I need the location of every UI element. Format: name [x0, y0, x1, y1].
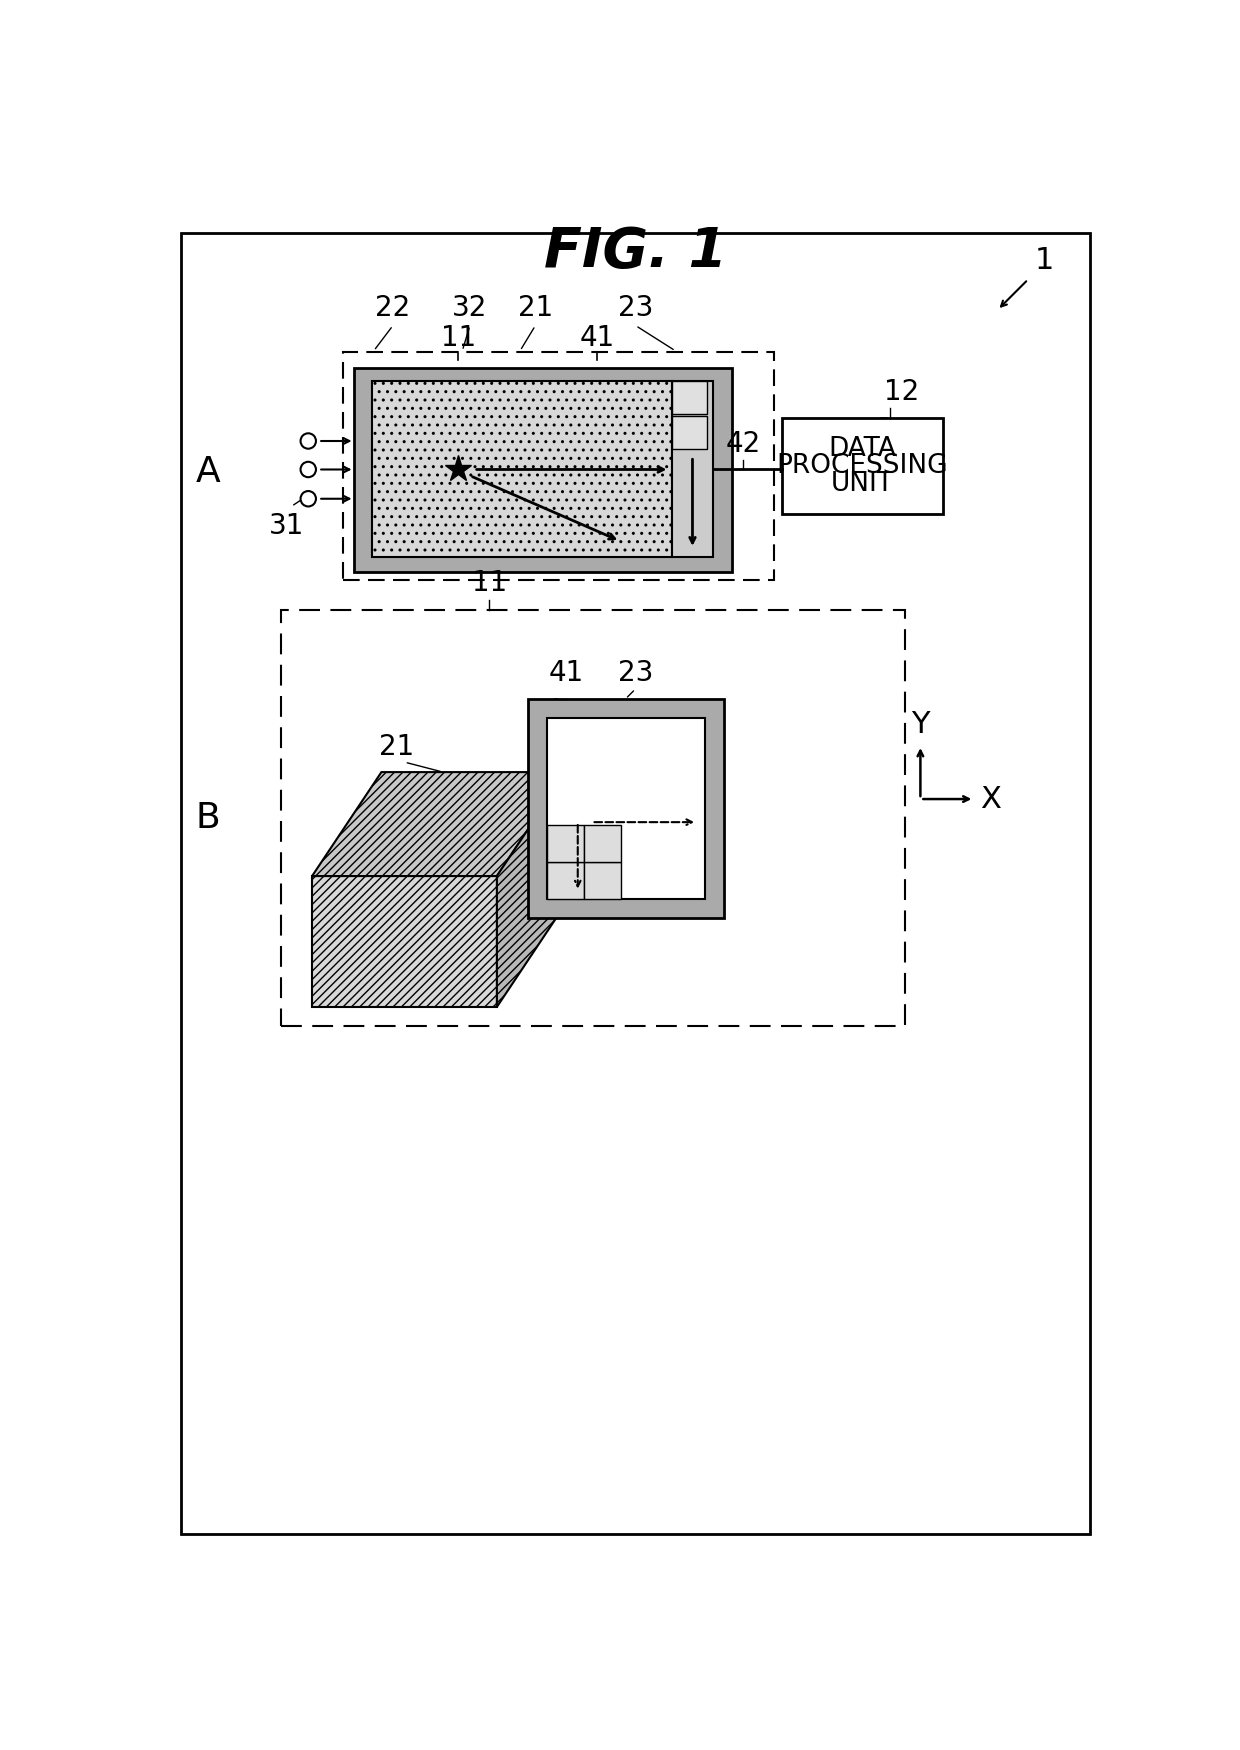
- Bar: [584, 863, 621, 900]
- Text: FIG. 1: FIG. 1: [544, 226, 727, 280]
- Text: B: B: [196, 802, 221, 835]
- Text: 11: 11: [440, 324, 476, 352]
- Text: UNIT: UNIT: [831, 471, 894, 497]
- Bar: [547, 718, 704, 900]
- Text: X: X: [981, 784, 1002, 814]
- Bar: [672, 415, 707, 448]
- Polygon shape: [497, 772, 567, 1006]
- Text: 41: 41: [548, 660, 584, 688]
- Polygon shape: [312, 772, 567, 877]
- Bar: [547, 863, 584, 900]
- Text: 23: 23: [618, 294, 653, 322]
- Bar: [343, 352, 774, 579]
- Text: Y: Y: [911, 710, 930, 738]
- Bar: [281, 611, 905, 1026]
- Text: A: A: [196, 455, 221, 488]
- Bar: [781, 418, 944, 514]
- Text: 11: 11: [471, 569, 507, 597]
- Text: 32: 32: [453, 294, 487, 322]
- Bar: [355, 368, 732, 572]
- Text: 1: 1: [1034, 247, 1054, 275]
- Bar: [584, 826, 621, 863]
- Bar: [528, 698, 724, 919]
- Text: 12: 12: [884, 378, 919, 406]
- Bar: [672, 382, 707, 415]
- Bar: [372, 382, 672, 556]
- Text: 21: 21: [518, 294, 553, 322]
- Text: 21: 21: [379, 733, 414, 761]
- Polygon shape: [312, 877, 497, 1006]
- Text: 42: 42: [725, 430, 761, 458]
- Text: PROCESSING: PROCESSING: [776, 453, 949, 480]
- Text: 22: 22: [376, 294, 410, 322]
- Bar: [672, 382, 713, 556]
- Text: 31: 31: [269, 511, 304, 539]
- Text: 23: 23: [618, 660, 653, 688]
- Bar: [547, 826, 584, 863]
- Text: 41: 41: [579, 324, 615, 352]
- Text: DATA: DATA: [828, 436, 897, 462]
